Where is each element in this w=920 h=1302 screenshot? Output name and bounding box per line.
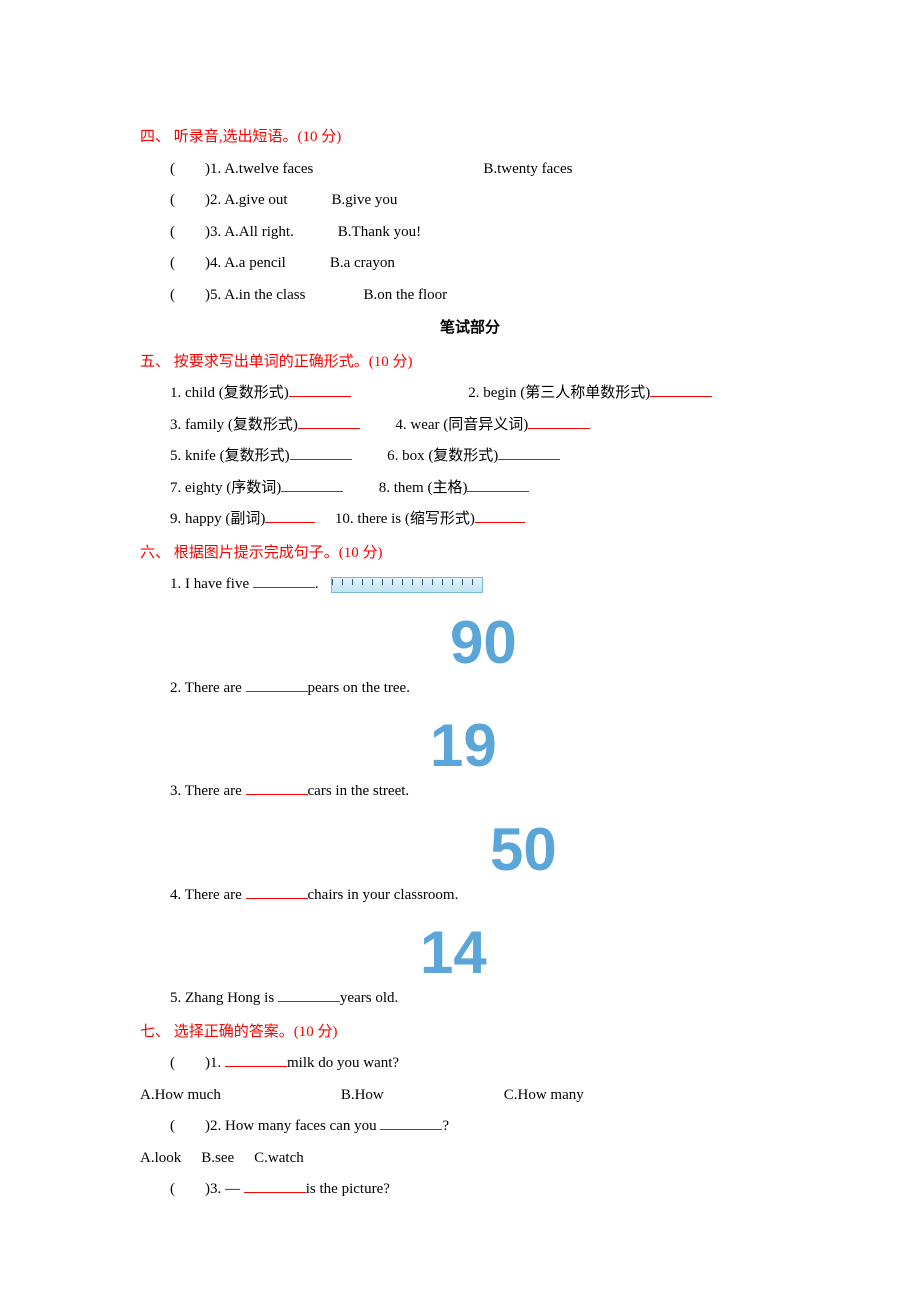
s7-q3: ( )3. — is the picture? bbox=[140, 1174, 800, 1206]
s5-r: 2. begin (第三人称单数形式) bbox=[468, 385, 650, 401]
s6-q4-row: 50 4. There are chairs in your classroom… bbox=[140, 820, 800, 912]
s4-item-2: ( )2. A.give outB.give you bbox=[140, 185, 800, 217]
s4-item-4: ( )4. A.a pencilB.a crayon bbox=[140, 248, 800, 280]
section-5-title: 五、 按要求写出单词的正确形式。(10 分) bbox=[140, 347, 800, 379]
s6-q2-row: 90 2. There are pears on the tree. bbox=[140, 613, 800, 705]
blank[interactable] bbox=[298, 414, 360, 429]
section-6-title: 六、 根据图片提示完成句子。(10 分) bbox=[140, 538, 800, 570]
opt-a: A.a pencil bbox=[224, 255, 286, 271]
number-image: 90 bbox=[450, 613, 517, 673]
q-stem-post: ? bbox=[442, 1118, 449, 1134]
opt-c: C.How many bbox=[504, 1087, 584, 1103]
q-stem-post: milk do you want? bbox=[287, 1055, 399, 1071]
blank[interactable] bbox=[467, 477, 529, 492]
item-num: 1 bbox=[210, 161, 218, 177]
opt-a: A.twelve faces bbox=[224, 161, 313, 177]
blank[interactable] bbox=[253, 574, 315, 589]
ruler-icon bbox=[331, 577, 483, 593]
opt-a: A.How much bbox=[140, 1087, 221, 1103]
opt-b: B.on the floor bbox=[363, 287, 447, 303]
s4-item-3: ( )3. A.All right.B.Thank you! bbox=[140, 217, 800, 249]
blank[interactable] bbox=[225, 1053, 287, 1068]
s5-row-4: 7. eighty (序数词) 8. them (主格) bbox=[140, 473, 800, 505]
blank[interactable] bbox=[246, 781, 308, 796]
q-text: 4. There are bbox=[170, 887, 246, 903]
blank[interactable] bbox=[246, 884, 308, 899]
number-image: 14 bbox=[420, 923, 487, 983]
opt-a: A.give out bbox=[224, 192, 287, 208]
q-stem: ( )2. How many faces can you bbox=[170, 1118, 380, 1134]
s7-q2: ( )2. How many faces can you ? bbox=[140, 1111, 800, 1143]
s7-q2-opts: A.look B.see C.watch bbox=[140, 1143, 800, 1175]
opt-b: B.a crayon bbox=[330, 255, 395, 271]
blank[interactable] bbox=[475, 509, 525, 524]
opt-c: C.watch bbox=[254, 1150, 304, 1166]
blank[interactable] bbox=[278, 988, 340, 1003]
opt-a: A.in the class bbox=[224, 287, 305, 303]
blank[interactable] bbox=[650, 383, 712, 398]
s4-item-1: ( )1. A.twelve facesB.twenty faces bbox=[140, 154, 800, 186]
s6-q1: 1. I have five . bbox=[140, 569, 800, 601]
s7-q1: ( )1. milk do you want? bbox=[140, 1048, 800, 1080]
s5-row-1: 1. child (复数形式) 2. begin (第三人称单数形式) bbox=[140, 378, 800, 410]
s5-row-2: 3. family (复数形式) 4. wear (同音异义词) bbox=[140, 410, 800, 442]
s5-l: 1. child (复数形式) bbox=[170, 385, 289, 401]
blank[interactable] bbox=[244, 1179, 306, 1194]
s6-q5-row: 14 5. Zhang Hong is years old. bbox=[140, 923, 800, 1015]
blank[interactable] bbox=[290, 446, 352, 461]
q-text-post: pears on the tree. bbox=[308, 680, 410, 696]
opt-a: A.All right. bbox=[224, 224, 294, 240]
q-text-post: years old. bbox=[340, 990, 398, 1006]
q-text: 5. Zhang Hong is bbox=[170, 990, 278, 1006]
q-text-post: cars in the street. bbox=[308, 783, 410, 799]
s5-row-3: 5. knife (复数形式) 6. box (复数形式) bbox=[140, 441, 800, 473]
blank[interactable] bbox=[528, 414, 590, 429]
blank[interactable] bbox=[281, 477, 343, 492]
number-image: 50 bbox=[490, 820, 557, 880]
opt-b: B.twenty faces bbox=[483, 161, 572, 177]
q-stem-post: is the picture? bbox=[306, 1181, 390, 1197]
written-part-heading: 笔试部分 bbox=[140, 313, 800, 345]
opt-b: B.Thank you! bbox=[338, 224, 421, 240]
blank[interactable] bbox=[498, 446, 560, 461]
q-text-post: chairs in your classroom. bbox=[308, 887, 459, 903]
s7-q1-opts: A.How much B.How C.How many bbox=[140, 1080, 800, 1112]
blank[interactable] bbox=[265, 509, 315, 524]
q-stem: ( )3. — bbox=[170, 1181, 244, 1197]
opt-a: A.look bbox=[140, 1150, 181, 1166]
q-text: 2. There are bbox=[170, 680, 246, 696]
opt-b: B.give you bbox=[332, 192, 398, 208]
blank[interactable] bbox=[246, 677, 308, 692]
s6-q3-row: 19 3. There are cars in the street. bbox=[140, 716, 800, 808]
q-text: 3. There are bbox=[170, 783, 246, 799]
s5-row-5: 9. happy (副词) 10. there is (缩写形式) bbox=[140, 504, 800, 536]
blank[interactable] bbox=[289, 383, 351, 398]
q-stem: ( )1. bbox=[170, 1055, 225, 1071]
q-text: 1. I have five bbox=[170, 576, 253, 592]
opt-b: B.see bbox=[201, 1150, 234, 1166]
blank[interactable] bbox=[380, 1116, 442, 1131]
section-7-title: 七、 选择正确的答案。(10 分) bbox=[140, 1017, 800, 1049]
number-image: 19 bbox=[430, 716, 497, 776]
s4-item-5: ( )5. A.in the classB.on the floor bbox=[140, 280, 800, 312]
opt-b: B.How bbox=[341, 1087, 384, 1103]
section-4-title: 四、 听录音,选出短语。(10 分) bbox=[140, 122, 800, 154]
